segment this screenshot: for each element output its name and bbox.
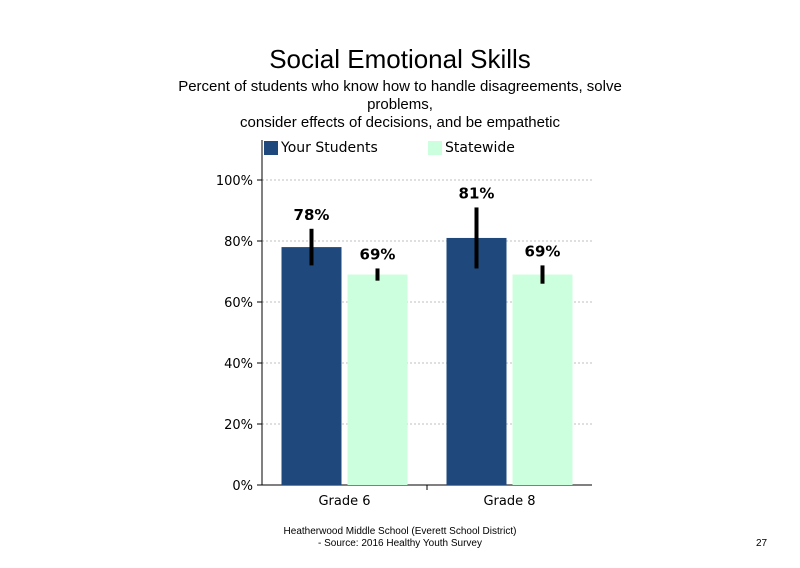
bar <box>347 274 408 485</box>
footer-school: Heatherwood Middle School (Everett Schoo… <box>283 526 517 537</box>
data-label: 78% <box>294 206 330 224</box>
chart-subtitle: Percent of students who know how to hand… <box>150 78 650 132</box>
legend-item-statewide: Statewide <box>428 140 515 156</box>
y-tick-label: 100% <box>216 174 253 189</box>
bar <box>446 237 507 485</box>
data-label: 69% <box>525 242 561 260</box>
legend-swatch-your-students <box>264 141 278 155</box>
y-tick-label: 0% <box>232 479 253 494</box>
legend-label-statewide: Statewide <box>445 140 515 156</box>
x-tick-label: Grade 8 <box>483 494 535 509</box>
bar <box>512 274 573 485</box>
legend-swatch-statewide <box>428 141 442 155</box>
data-label: 81% <box>459 184 495 202</box>
y-tick-label: 20% <box>224 418 253 433</box>
bar <box>281 247 342 485</box>
y-tick-label: 60% <box>224 296 253 311</box>
chart-title: Social Emotional Skills <box>269 44 531 74</box>
y-tick-label: 80% <box>224 235 253 250</box>
data-label: 69% <box>360 245 396 263</box>
legend-label-your-students: Your Students <box>281 140 378 156</box>
footer-source: - Source: 2016 Healthy Youth Survey <box>318 538 482 549</box>
footer: Heatherwood Middle School (Everett Schoo… <box>250 526 550 550</box>
y-tick-label: 40% <box>224 357 253 372</box>
subtitle-line-2: consider effects of decisions, and be em… <box>240 114 560 131</box>
legend-item-your-students: Your Students <box>264 140 378 156</box>
x-tick-label: Grade 6 <box>318 494 370 509</box>
page-number: 27 <box>756 538 768 549</box>
subtitle-line-1: Percent of students who know how to hand… <box>178 78 622 113</box>
